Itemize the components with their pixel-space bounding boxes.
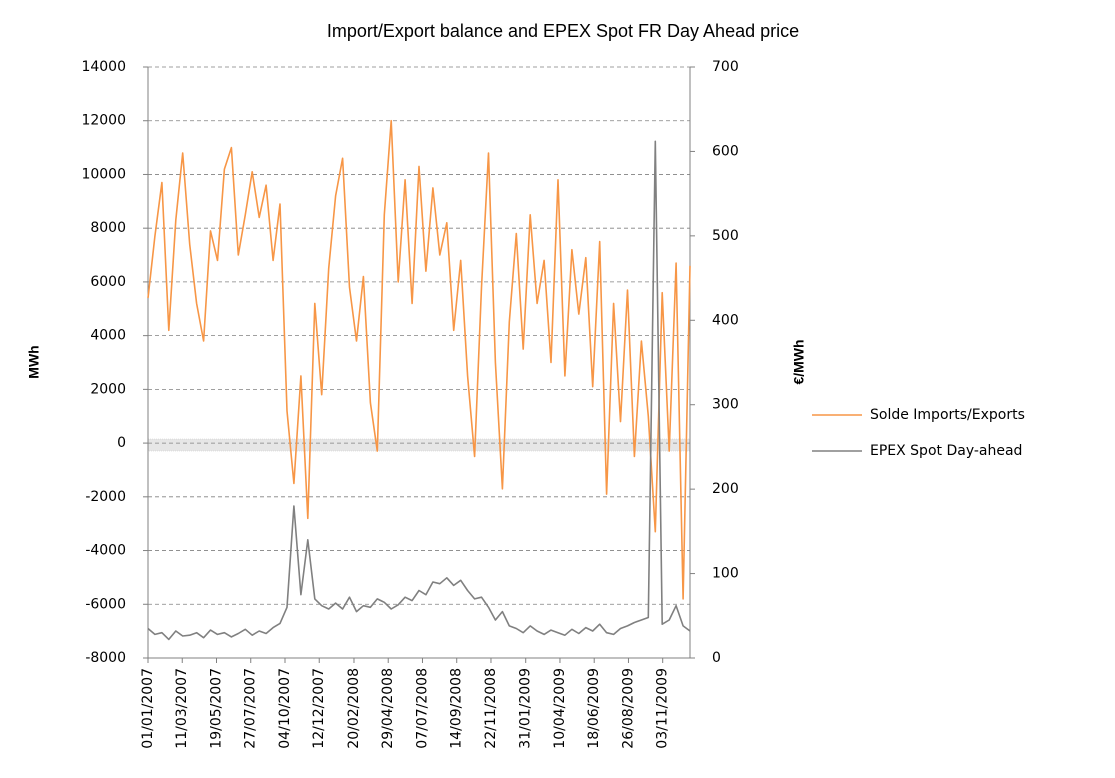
x-tick-label: 07/07/2008 xyxy=(414,668,430,749)
y-tick-label: -8000 xyxy=(85,650,126,666)
y-tick-label: -4000 xyxy=(85,543,126,559)
y2-tick-label: 400 xyxy=(712,312,739,328)
y2-axis-label: €/MWh xyxy=(791,339,807,384)
y-tick-label: 14000 xyxy=(81,59,126,75)
y2-tick-label: 600 xyxy=(712,143,739,159)
y2-tick-label: 300 xyxy=(712,397,739,413)
y-axis-label: MWh xyxy=(26,345,42,378)
y2-tick-label: 0 xyxy=(712,650,721,666)
x-tick-label: 14/09/2008 xyxy=(449,668,465,749)
y-tick-label: -6000 xyxy=(85,596,126,612)
x-tick-label: 01/01/2007 xyxy=(140,668,156,749)
x-tick-label: 27/07/2007 xyxy=(243,668,259,749)
x-tick-label: 29/04/2008 xyxy=(380,668,396,749)
chart-title: Import/Export balance and EPEX Spot FR D… xyxy=(327,21,799,41)
y-tick-label: -2000 xyxy=(85,489,126,505)
x-tick-label: 22/11/2008 xyxy=(483,668,499,749)
y-tick-label: 6000 xyxy=(90,274,126,290)
x-tick-label: 18/06/2009 xyxy=(586,668,602,749)
y2-tick-label: 500 xyxy=(712,228,739,244)
x-tick-label: 26/08/2009 xyxy=(620,668,636,749)
series-line xyxy=(147,140,691,641)
series-line xyxy=(147,119,691,600)
x-tick-label: 19/05/2007 xyxy=(208,668,224,749)
x-tick-label: 20/02/2008 xyxy=(346,668,362,749)
y-tick-label: 4000 xyxy=(90,328,126,344)
y-tick-label: 0 xyxy=(117,435,126,451)
legend-label: EPEX Spot Day-ahead xyxy=(870,443,1022,459)
x-tick-label: 12/12/2007 xyxy=(311,668,327,749)
x-tick-label: 11/03/2007 xyxy=(174,668,190,749)
y2-tick-label: 700 xyxy=(712,59,739,75)
y-tick-label: 10000 xyxy=(81,166,126,182)
x-tick-label: 10/04/2009 xyxy=(552,668,568,749)
y2-tick-label: 200 xyxy=(712,481,739,497)
y-tick-label: 8000 xyxy=(90,220,126,236)
y-tick-label: 12000 xyxy=(81,113,126,129)
y-tick-label: 2000 xyxy=(90,381,126,397)
y2-tick-label: 100 xyxy=(712,566,739,582)
x-tick-label: 04/10/2007 xyxy=(277,668,293,749)
x-tick-label: 31/01/2009 xyxy=(518,668,534,749)
x-tick-label: 03/11/2009 xyxy=(655,668,671,749)
legend-label: Solde Imports/Exports xyxy=(870,407,1025,423)
